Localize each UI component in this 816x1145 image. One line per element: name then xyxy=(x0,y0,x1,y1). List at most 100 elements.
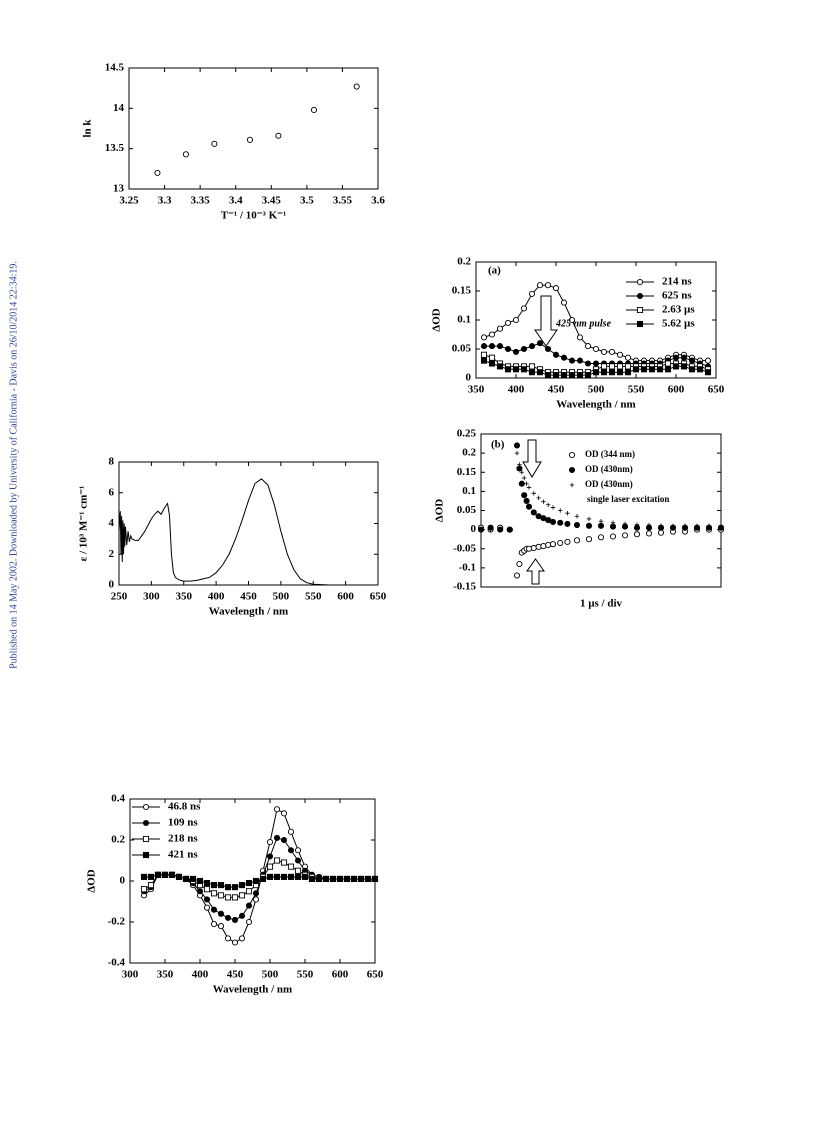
marker xyxy=(322,875,330,882)
marker xyxy=(536,340,544,347)
down-arrow xyxy=(522,439,542,478)
y-tick-label: -0.2 xyxy=(108,916,126,928)
marker xyxy=(531,491,536,496)
marker xyxy=(598,519,604,524)
marker xyxy=(584,360,592,367)
marker xyxy=(154,169,161,176)
marker xyxy=(658,523,664,528)
marker xyxy=(287,863,295,870)
marker xyxy=(586,516,592,522)
marker xyxy=(238,892,246,899)
marker xyxy=(704,369,712,376)
panel-label: (b) xyxy=(491,439,505,451)
marker xyxy=(488,360,496,367)
x-tick-label: 450 xyxy=(227,969,244,981)
x-tick-label: 500 xyxy=(588,384,605,396)
y-tick-label: 0.05 xyxy=(452,343,472,355)
legend-label: OD (344 nm) xyxy=(585,449,635,459)
marker xyxy=(624,369,632,376)
y-tick-label: 0 xyxy=(120,875,126,887)
x-tick-label: 600 xyxy=(332,969,349,981)
marker xyxy=(672,354,680,361)
marker xyxy=(634,522,640,527)
marker xyxy=(287,847,295,854)
y-tick-label: 0.1 xyxy=(457,314,471,326)
marker xyxy=(224,914,232,921)
marker xyxy=(203,880,211,887)
marker xyxy=(182,875,190,882)
marker xyxy=(704,357,712,364)
legend-label: 109 ns xyxy=(168,817,198,829)
marker xyxy=(535,543,542,550)
marker xyxy=(245,888,253,895)
marker xyxy=(525,503,533,510)
x-tick-label: 550 xyxy=(305,591,322,603)
marker xyxy=(565,510,570,516)
legend-marker xyxy=(636,306,644,314)
marker xyxy=(488,331,496,338)
marker xyxy=(608,363,616,370)
marker xyxy=(513,442,521,449)
marker xyxy=(496,343,504,350)
marker xyxy=(266,873,274,880)
x-tick-label: 650 xyxy=(367,969,384,981)
marker xyxy=(516,561,523,568)
x-tick-label: 400 xyxy=(208,591,225,603)
marker xyxy=(203,896,211,903)
x-tick-label: 450 xyxy=(240,591,257,603)
marker xyxy=(696,366,704,373)
marker xyxy=(266,853,274,860)
marker xyxy=(672,363,680,370)
x-tick-label: 350 xyxy=(157,969,174,981)
marker xyxy=(528,290,536,297)
marker xyxy=(568,357,576,364)
x-tick-label: 3.45 xyxy=(262,195,282,207)
marker xyxy=(688,357,696,364)
marker xyxy=(507,527,512,532)
marker xyxy=(280,859,288,866)
marker xyxy=(294,847,302,854)
marker xyxy=(597,534,605,541)
marker xyxy=(512,348,520,355)
marker xyxy=(343,875,351,882)
marker xyxy=(517,462,522,467)
marker xyxy=(294,857,302,864)
marker xyxy=(301,873,309,880)
marker xyxy=(196,888,204,895)
legend-marker xyxy=(142,835,150,843)
y-tick-label: 13.5 xyxy=(105,142,125,154)
marker xyxy=(364,875,372,882)
marker xyxy=(526,485,532,490)
marker xyxy=(147,873,155,880)
x-tick-label: 550 xyxy=(628,384,645,396)
marker xyxy=(592,369,600,376)
marker xyxy=(592,360,600,367)
x-tick-label: 550 xyxy=(297,969,314,981)
marker xyxy=(564,520,571,527)
marker xyxy=(530,544,537,552)
y-axis-label: ΔOD xyxy=(434,499,446,522)
marker xyxy=(217,882,225,889)
y-tick-label: 0.15 xyxy=(457,466,477,478)
marker xyxy=(528,343,536,350)
y-tick-label: 0.1 xyxy=(462,485,476,497)
x-tick-label: 400 xyxy=(508,384,525,396)
y-tick-label: -0.1 xyxy=(459,561,476,573)
x-tick-label: 3.6 xyxy=(371,195,385,207)
marker xyxy=(608,369,616,376)
y-tick-label: 0.2 xyxy=(462,447,476,459)
marker xyxy=(182,151,189,158)
x-tick-label: 400 xyxy=(192,969,209,981)
marker xyxy=(308,875,316,882)
y-tick-label: 0.4 xyxy=(111,793,125,805)
y-tick-label: -0.05 xyxy=(453,542,476,554)
marker xyxy=(544,345,552,353)
marker xyxy=(287,828,295,835)
y-tick-label: 8 xyxy=(109,456,115,468)
annotation: 425 nm pulse xyxy=(555,318,612,329)
side-text: Published on 14 May 2002. Downloaded by … xyxy=(8,261,19,669)
marker xyxy=(576,357,584,364)
marker xyxy=(540,543,547,550)
marker xyxy=(560,372,568,379)
